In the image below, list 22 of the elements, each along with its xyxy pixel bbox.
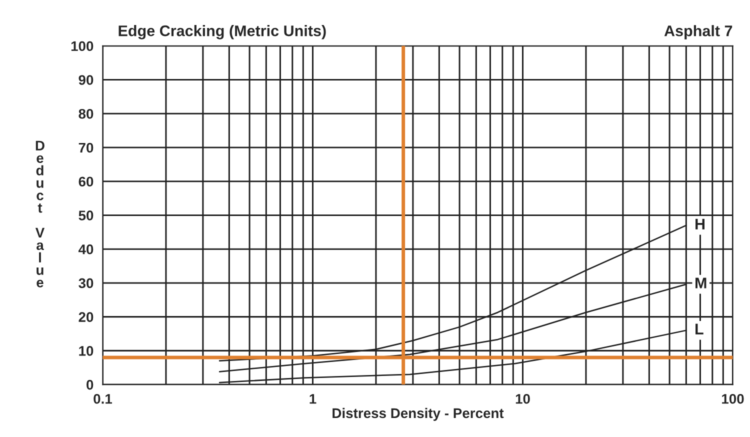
text: Deduct Value bbox=[35, 140, 45, 288]
y-tick-label: 70 bbox=[78, 142, 94, 153]
y-tick-label: 30 bbox=[78, 278, 94, 288]
text: Asphalt 7 bbox=[664, 25, 732, 40]
y-tick-label: 50 bbox=[78, 210, 94, 220]
chart-title: Edge Cracking (Metric Units) bbox=[118, 25, 326, 40]
x-tick-label: 100 bbox=[722, 394, 744, 404]
x-tick-label: 1 bbox=[310, 394, 316, 404]
x-tick-label: 0.1 bbox=[94, 394, 112, 404]
y-tick-label: 0 bbox=[86, 380, 94, 390]
series-label: H bbox=[696, 218, 704, 230]
series-label: L bbox=[696, 324, 704, 334]
y-tick-label: 40 bbox=[78, 244, 94, 254]
y-tick-label: 100 bbox=[71, 41, 94, 52]
y-tick-label: 20 bbox=[78, 312, 94, 322]
y-tick-label: 80 bbox=[78, 108, 94, 119]
x-tick-label: 10 bbox=[516, 394, 530, 404]
series-label: M bbox=[696, 278, 706, 288]
x-axis-title: Distress Density - Percent bbox=[332, 408, 504, 421]
y-tick-label: 90 bbox=[78, 75, 94, 85]
y-tick-label: 60 bbox=[78, 176, 94, 187]
y-tick-label: 10 bbox=[79, 346, 94, 356]
